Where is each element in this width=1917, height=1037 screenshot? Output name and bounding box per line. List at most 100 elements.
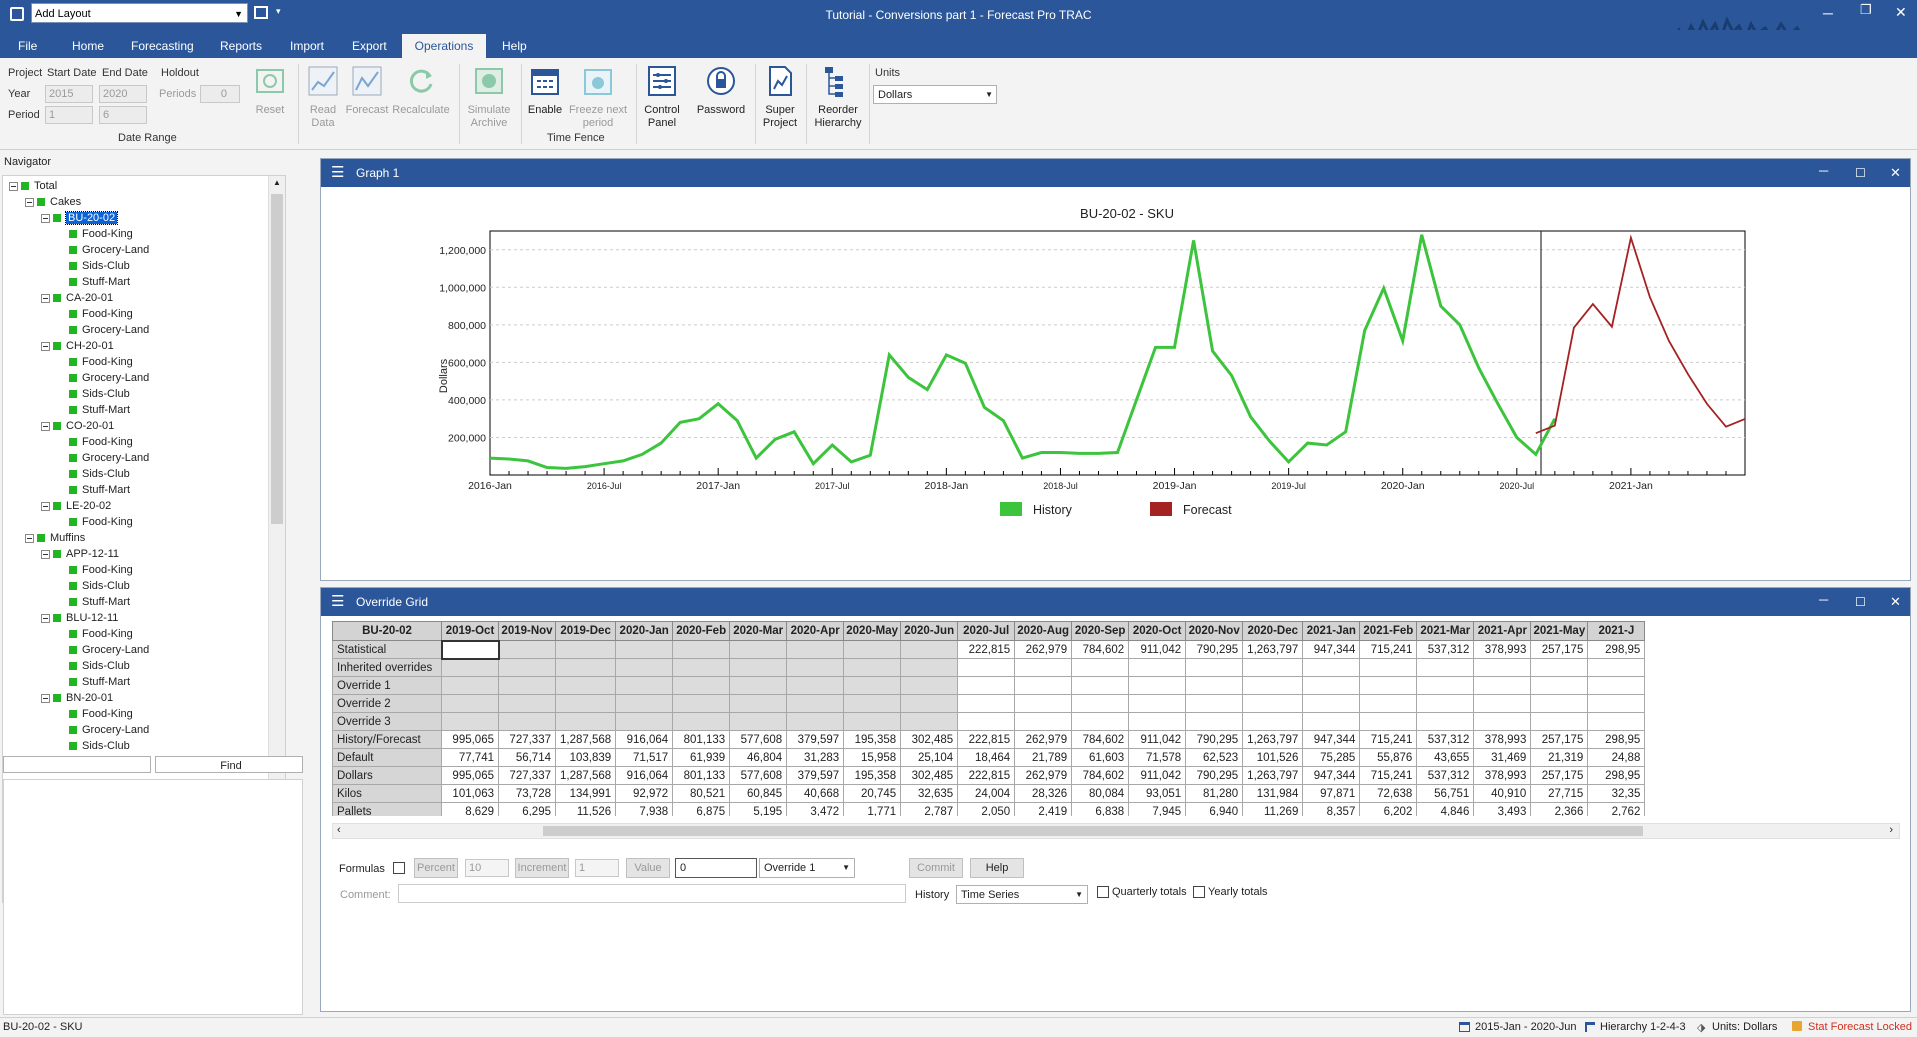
grid-cell[interactable]: 72,638 [1359,784,1418,803]
grid-cell[interactable] [729,640,788,659]
grid-cell[interactable]: 101,063 [441,784,499,803]
grid-cell[interactable]: 6,838 [1071,802,1130,816]
grid-column-header[interactable]: 2021-May [1530,621,1589,641]
tree-node[interactable]: Food-King [57,514,133,530]
grid-cell[interactable]: 131,984 [1242,784,1304,803]
grid-column-header[interactable]: 2020-Dec [1242,621,1304,641]
tree-node[interactable]: Sids-Club [57,386,130,402]
grid-cell[interactable]: 257,175 [1530,766,1589,785]
grid-cell[interactable] [440,639,500,660]
grid-cell[interactable]: 222,815 [957,640,1016,659]
status-units[interactable]: Units: Dollars [1712,1021,1778,1033]
status-forecast-locked[interactable]: Stat Forecast Locked [1808,1021,1912,1033]
status-date-range[interactable]: 2015-Jan - 2020-Jun [1475,1021,1577,1033]
tree-node[interactable]: Grocery-Land [57,242,149,258]
reorder-hierarchy-button[interactable]: Reorder Hierarchy [810,64,866,130]
tree-node[interactable]: Food-King [57,226,133,242]
tree-node[interactable]: APP-12-11 [41,546,119,562]
grid-column-header[interactable]: 2020-Apr [786,621,845,641]
grid-cell[interactable] [615,694,674,713]
grid-cell[interactable]: 911,042 [1128,766,1187,785]
end-period-spinner[interactable]: 6 [99,106,147,124]
grid-cell[interactable]: 790,295 [1185,730,1244,749]
grid-cell[interactable]: 46,804 [729,748,788,767]
grid-column-header[interactable]: 2020-Jul [957,621,1016,641]
grid-cell[interactable]: 40,668 [786,784,845,803]
grid-cell[interactable] [498,658,556,677]
grid-cell[interactable] [900,694,959,713]
tree-node[interactable]: Stuff-Mart [57,594,130,610]
grid-cell[interactable] [1014,676,1073,695]
grid-cell[interactable]: 103,839 [554,748,617,767]
grid-cell[interactable] [1128,658,1187,677]
tree-node[interactable]: Food-King [57,306,133,322]
grid-cell[interactable]: 784,602 [1071,730,1130,749]
tree-scrollbar[interactable]: ▲ ▼ [268,176,285,902]
percent-button[interactable]: Percent [414,858,458,878]
grid-column-header[interactable]: 2021-Apr [1473,621,1532,641]
grid-cell[interactable]: 6,295 [498,802,556,816]
grid-cell[interactable]: 947,344 [1302,730,1361,749]
units-select[interactable]: Dollars ▼ [873,85,997,104]
grid-cell[interactable]: 1,263,797 [1242,730,1304,749]
tree-node[interactable]: Grocery-Land [57,322,149,338]
read-data-button[interactable]: Read Data [304,64,342,130]
scroll-up-icon[interactable]: ▲ [273,178,281,187]
grid-cell[interactable] [1242,676,1304,695]
grid-cell[interactable]: 15,958 [843,748,902,767]
grid-cell[interactable]: 43,655 [1416,748,1475,767]
grid-column-header[interactable]: 2020-Aug [1014,621,1073,641]
tree-node[interactable]: CO-20-01 [41,418,114,434]
grid-cell[interactable] [900,658,959,677]
grid-cell[interactable]: 947,344 [1302,640,1361,659]
grid-cell[interactable]: 727,337 [498,766,556,785]
tree-node[interactable]: Sids-Club [57,258,130,274]
grid-cell[interactable]: 995,065 [441,730,499,749]
grid-cell[interactable]: 24,004 [957,784,1016,803]
start-year-spinner[interactable]: 2015 [45,85,93,103]
grid-cell[interactable]: 801,133 [672,730,731,749]
scrollbar-thumb[interactable] [543,826,1643,836]
grid-cell[interactable]: 55,876 [1359,748,1418,767]
grid-cell[interactable]: 32,635 [900,784,959,803]
grid-cell[interactable]: 222,815 [957,730,1016,749]
grid-cell[interactable] [1530,694,1589,713]
commit-button[interactable]: Commit [909,858,963,878]
grid-cell[interactable]: 715,241 [1359,640,1418,659]
grid-cell[interactable]: 801,133 [672,766,731,785]
tree-node[interactable]: Food-King [57,626,133,642]
tree-node[interactable]: Sids-Club [57,658,130,674]
percent-spinner[interactable]: 10 [465,859,509,877]
grid-cell[interactable]: 3,493 [1473,802,1532,816]
increment-spinner[interactable]: 1 [575,859,619,877]
grid-cell[interactable]: 378,993 [1473,640,1532,659]
tree-node[interactable]: Stuff-Mart [57,482,130,498]
grid-cell[interactable] [672,694,731,713]
grid-cell[interactable]: 31,469 [1473,748,1532,767]
grid-cell[interactable]: 262,979 [1014,730,1073,749]
grid-cell[interactable]: 6,202 [1359,802,1418,816]
grid-cell[interactable] [1071,676,1130,695]
grid-cell[interactable] [672,658,731,677]
grid-cell[interactable] [957,712,1016,731]
grid-cell[interactable] [843,676,902,695]
grid-column-header[interactable]: 2020-Mar [729,621,788,641]
grid-cell[interactable] [1587,676,1646,695]
tree-node[interactable]: Food-King [57,706,133,722]
grid-cell[interactable]: 61,939 [672,748,731,767]
grid-cell[interactable]: 784,602 [1071,640,1130,659]
grid-cell[interactable] [498,676,556,695]
grid-column-header[interactable]: 2021-Feb [1359,621,1418,641]
grid-cell[interactable]: 21,319 [1530,748,1589,767]
grid-cell[interactable] [1302,694,1361,713]
grid-cell[interactable]: 8,629 [441,802,499,816]
grid-cell[interactable] [1416,658,1475,677]
grid-cell[interactable] [900,640,959,659]
grid-cell[interactable]: 2,787 [900,802,959,816]
tree-node[interactable]: Sids-Club [57,466,130,482]
grid-cell[interactable] [498,640,556,659]
grid-cell[interactable]: 71,578 [1128,748,1187,767]
yearly-totals-checkbox[interactable] [1193,886,1205,898]
tab-import[interactable]: Import [290,39,325,53]
grid-cell[interactable] [1302,676,1361,695]
